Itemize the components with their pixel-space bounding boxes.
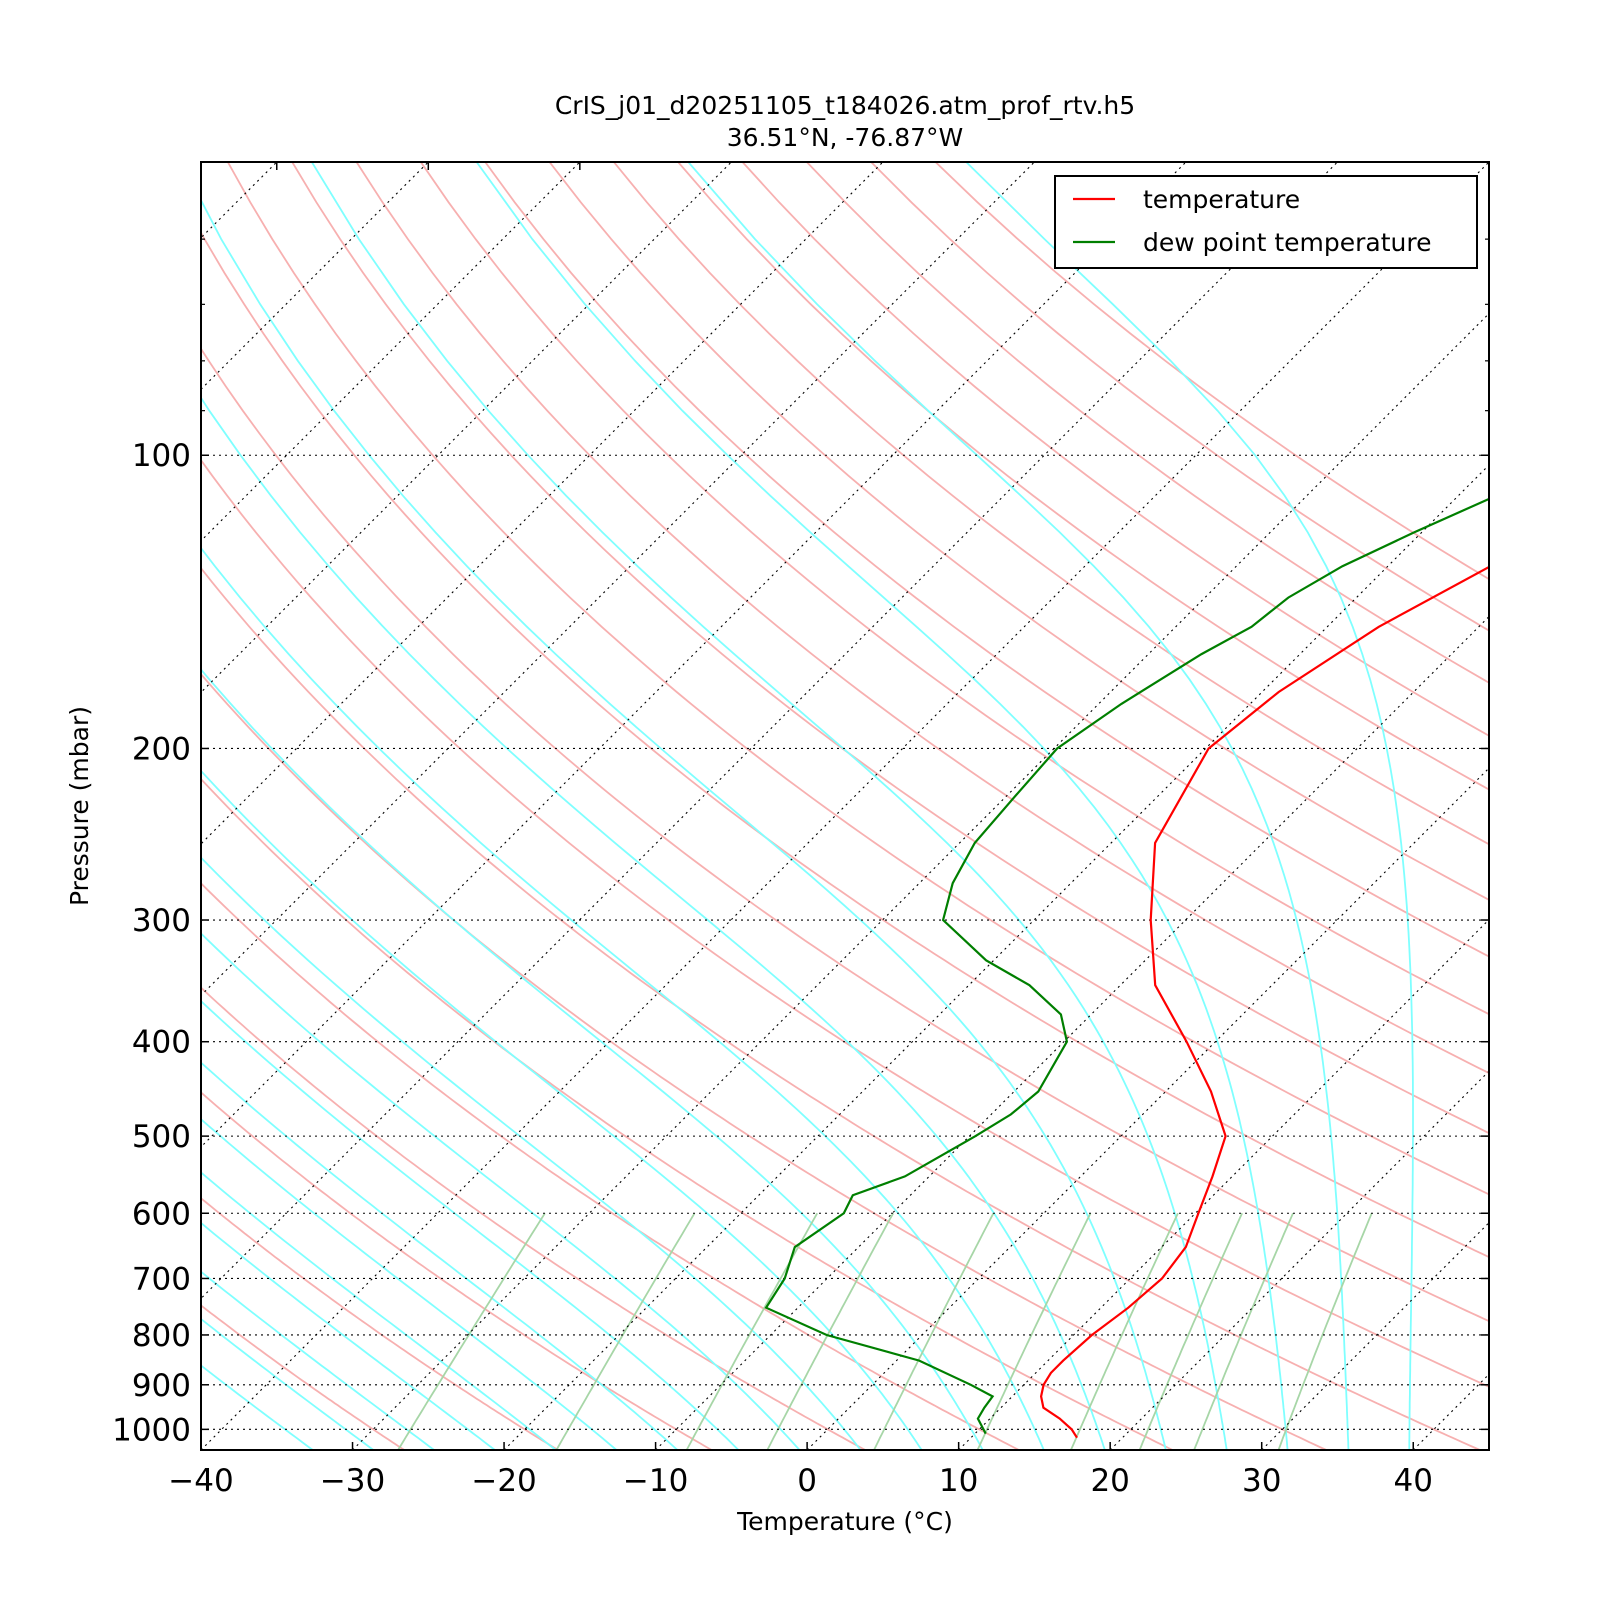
dewpoint-line — [764, 497, 1489, 1435]
x-tick-label: 40 — [1394, 1463, 1433, 1499]
dry-adiabat — [355, 162, 1489, 1075]
x-tick-label: 20 — [1090, 1463, 1129, 1499]
dry-adiabats — [201, 162, 1489, 1450]
y-tick-label: 100 — [132, 438, 191, 474]
mixing-ratio-line — [1193, 1212, 1294, 1450]
moist-adiabat — [687, 162, 1350, 1450]
x-tick-label: −20 — [471, 1463, 536, 1499]
moist-adiabat — [965, 162, 1414, 1450]
moist-adiabat — [201, 769, 923, 1450]
moist-adiabat — [201, 668, 984, 1450]
moist-adiabat — [201, 1364, 315, 1450]
y-tick-label: 700 — [132, 1261, 191, 1297]
moist-adiabat — [201, 546, 1045, 1450]
mixing-ratio-line — [976, 1212, 1092, 1450]
dry-adiabat — [201, 458, 1489, 1388]
moist-adiabat — [201, 1270, 436, 1450]
moist-adiabat — [201, 198, 1167, 1450]
dry-adiabat — [676, 162, 1489, 791]
dry-adiabat — [201, 566, 1483, 1450]
dry-adiabat — [201, 347, 1489, 1323]
y-axis-label: Pressure (mbar) — [65, 706, 94, 906]
y-tick-label: 600 — [132, 1196, 191, 1232]
chart-subtitle: 36.51°N, -76.87°W — [727, 123, 963, 152]
dry-adiabat — [201, 882, 1021, 1450]
x-axis: −40 −30 −20 −10 0 10 20 30 40 — [168, 162, 1433, 1499]
legend-label-temperature: temperature — [1143, 185, 1300, 214]
dry-adiabat — [419, 162, 1489, 1016]
moist-adiabat — [201, 396, 1106, 1450]
mixing-ratio-lines — [396, 1212, 1373, 1450]
profile-lines — [764, 497, 1489, 1439]
mixing-ratio-line — [1069, 1212, 1179, 1450]
y-tick-label: 200 — [132, 731, 191, 767]
dry-adiabat — [226, 162, 1489, 1196]
moist-adiabat — [201, 1317, 375, 1450]
x-tick-label: 10 — [939, 1463, 978, 1499]
moist-adiabat — [201, 999, 740, 1450]
mixing-ratio-line — [766, 1212, 894, 1450]
moist-adiabat — [201, 932, 801, 1450]
mixing-ratio-line — [1277, 1212, 1373, 1450]
y-tick-label: 400 — [132, 1025, 191, 1061]
y-tick-label: 800 — [132, 1318, 191, 1354]
dry-adiabat — [291, 162, 1489, 1135]
legend-box — [1054, 175, 1478, 269]
legend-label-dewpoint: dew point temperature — [1143, 228, 1432, 257]
dry-adiabat — [612, 162, 1489, 846]
moist-adiabat — [311, 162, 1228, 1450]
x-tick-label: 30 — [1242, 1463, 1281, 1499]
moist-adiabat — [201, 856, 862, 1450]
x-tick-label: 0 — [797, 1463, 817, 1499]
y-tick-label: 500 — [132, 1119, 191, 1155]
dry-adiabat — [201, 777, 1175, 1450]
mixing-ratio-line — [1138, 1212, 1243, 1450]
y-axis: 100 200 300 400 500 600 700 800 900 1000 — [112, 161, 1489, 1448]
background-lines — [201, 162, 1489, 1450]
x-tick-label: −40 — [168, 1463, 233, 1499]
dry-adiabat — [484, 162, 1489, 958]
chart-title: CrIS_j01_d20251105_t184026.atm_prof_rtv.… — [555, 91, 1135, 120]
temperature-line — [1039, 565, 1489, 1439]
dry-adiabat — [201, 986, 868, 1450]
x-axis-label: Temperature (°C) — [736, 1507, 953, 1536]
moist-adiabat — [475, 162, 1289, 1450]
y-tick-label: 1000 — [112, 1412, 191, 1448]
dry-adiabat — [201, 672, 1329, 1450]
dry-adiabat — [201, 1304, 406, 1450]
dry-adiabat — [201, 1197, 560, 1450]
moist-adiabat — [201, 1221, 497, 1450]
x-tick-label: −10 — [623, 1463, 688, 1499]
dry-adiabat — [548, 162, 1489, 901]
y-tick-label: 300 — [132, 903, 191, 939]
plot-frame — [200, 161, 1490, 1451]
dry-adiabat — [201, 230, 1489, 1259]
moist-adiabat — [201, 1171, 558, 1450]
y-tick-label: 900 — [132, 1368, 191, 1404]
mixing-ratio-line — [555, 1212, 696, 1450]
mixing-ratio-line — [396, 1212, 546, 1450]
x-tick-label: −30 — [320, 1463, 385, 1499]
legend: temperature dew point temperature — [1054, 175, 1478, 269]
moist-adiabat — [201, 1118, 618, 1450]
mixing-ratio-line — [873, 1212, 995, 1450]
